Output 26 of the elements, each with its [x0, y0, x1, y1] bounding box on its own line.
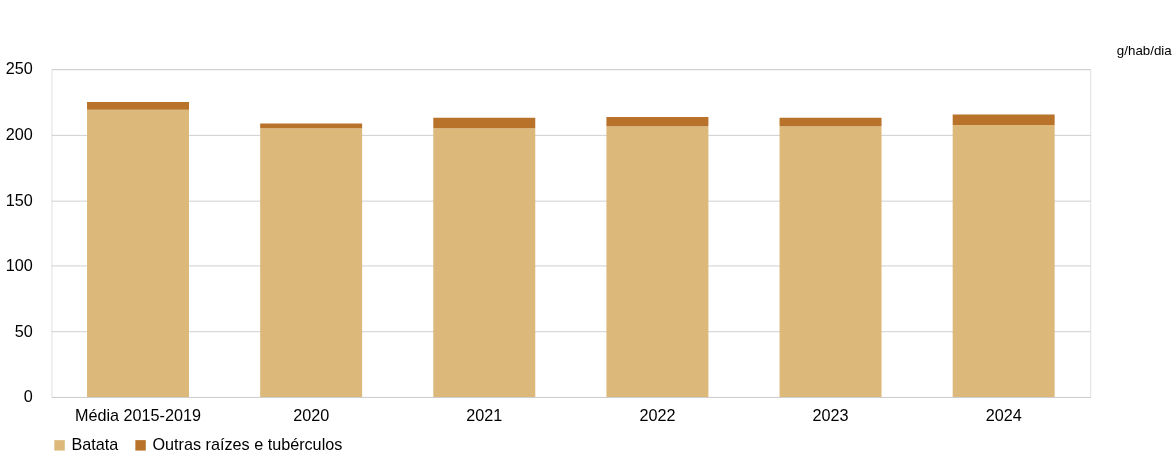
bar: [606, 117, 709, 127]
bar: [779, 117, 882, 127]
bar: [952, 124, 1055, 397]
x-tick-label: 2023: [812, 406, 849, 425]
x-tick-label: 2021: [466, 406, 503, 425]
bar: [952, 114, 1055, 125]
x-tick-label: 2022: [639, 406, 676, 425]
y-tick-label: 100: [5, 256, 33, 275]
bar: [87, 101, 190, 110]
x-tick-label: 2020: [293, 406, 330, 425]
y-tick-label: 50: [14, 321, 33, 340]
bar: [260, 128, 363, 397]
x-tick-label: Média 2015-2019: [75, 406, 202, 425]
legend-label: Outras raízes e tubérculos: [152, 435, 343, 454]
legend-label: Batata: [71, 435, 119, 454]
bar: [433, 117, 536, 129]
bar: [87, 109, 190, 397]
bar: [433, 128, 536, 397]
x-tick-label: 2024: [985, 406, 1022, 425]
bar: [779, 126, 882, 397]
y-tick-label: 200: [5, 124, 33, 143]
y-tick-label: 150: [5, 190, 33, 209]
y-tick-label: 250: [5, 59, 33, 78]
y-axis-title: g/hab/dia: [1116, 43, 1173, 59]
bar: [606, 126, 709, 397]
y-tick-label: 0: [23, 387, 33, 406]
